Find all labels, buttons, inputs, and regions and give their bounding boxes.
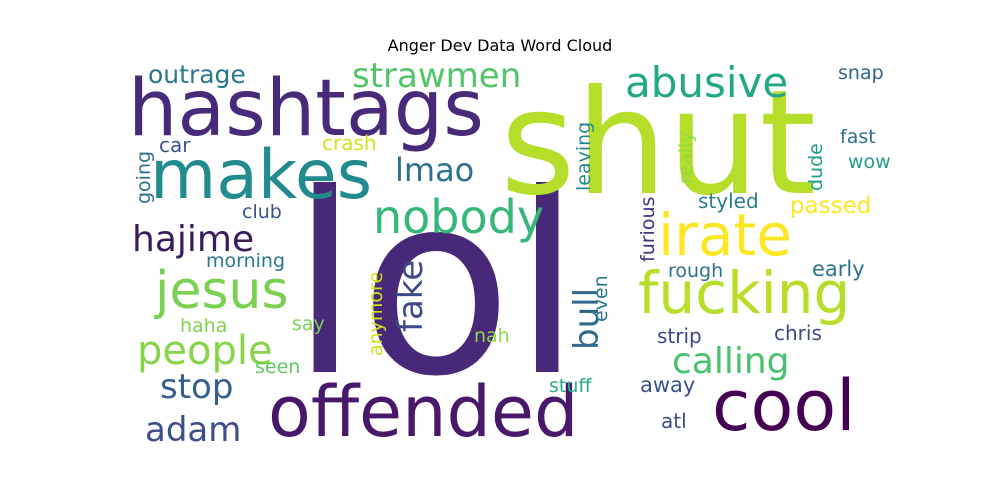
word-morning: morning [206, 250, 285, 272]
word-lmao: lmao [395, 151, 474, 189]
word-really: really [675, 131, 697, 184]
word-seen: seen [255, 356, 300, 378]
word-abusive: abusive [625, 58, 788, 107]
chart-title: Anger Dev Data Word Cloud [387, 36, 613, 55]
word-leaving: leaving [573, 122, 595, 191]
word-wow: wow [848, 151, 891, 173]
word-shut: shut [500, 59, 816, 228]
word-fake: fake [391, 260, 431, 332]
word-jesus: jesus [154, 261, 289, 321]
word-early: early [812, 257, 865, 281]
word-lol: lol [290, 140, 582, 431]
word-strawmen: strawmen [352, 56, 521, 96]
word-nobody: nobody [373, 190, 544, 244]
word-strip: strip [657, 324, 702, 348]
word-bull: bull [567, 288, 607, 350]
word-atl: atl [661, 409, 687, 433]
word-say: say [292, 313, 325, 335]
word-nah: nah [474, 325, 510, 347]
word-anymore: anymore [365, 272, 387, 356]
word-styled: styled [698, 189, 759, 213]
word-outrage: outrage [148, 60, 246, 89]
word-hajime: hajime [132, 219, 254, 260]
word-going: going [133, 151, 155, 204]
word-offended: offended [268, 371, 578, 453]
word-even: even [590, 275, 612, 322]
word-people: people [137, 328, 273, 374]
word-chris: chris [774, 321, 822, 345]
word-calling: calling [672, 341, 790, 382]
word-adam: adam [145, 410, 241, 450]
word-fucking: fucking [638, 259, 850, 327]
word-hashtags: hashtags [128, 64, 484, 154]
word-fast: fast [840, 126, 876, 148]
word-rough: rough [668, 260, 723, 282]
word-furious: furious [637, 197, 659, 262]
word-snap: snap [838, 62, 884, 84]
word-passed: passed [790, 193, 871, 219]
word-haha: haha [180, 315, 227, 337]
word-stop: stop [160, 367, 233, 407]
word-car: car [159, 133, 191, 157]
word-stuff: stuff [549, 375, 592, 397]
word-crash: crash [322, 131, 377, 155]
word-makes: makes [150, 136, 372, 215]
word-club: club [242, 201, 282, 223]
word-away: away [640, 373, 695, 397]
word-cool: cool [712, 365, 856, 447]
word-irate: irate [658, 201, 792, 269]
word-dude: dude [805, 143, 827, 191]
